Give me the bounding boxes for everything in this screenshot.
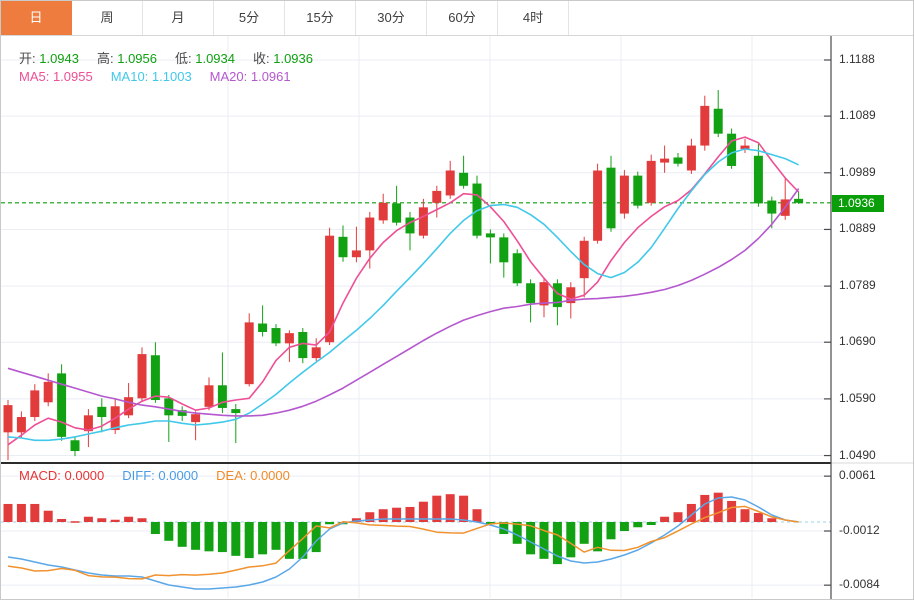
price-axis-label: 1.0590 [839, 390, 876, 405]
tab-15分[interactable]: 15分 [285, 1, 356, 35]
ma20-legend: MA20: 1.0961 [209, 69, 291, 84]
diff-legend: DIFF: 0.0000 [122, 468, 199, 483]
open-legend: 开: 1.0943 [19, 51, 79, 66]
timeframe-tabbar: 日周月 5分 15分 30分 60分 4时 [1, 1, 913, 36]
price-axis-label: 1.0989 [839, 164, 876, 179]
current-price-tag: 1.0936 [832, 194, 884, 212]
price-axis-label: 1.0690 [839, 334, 876, 349]
price-axis-label: 1.0490 [839, 447, 876, 462]
tab-30分[interactable]: 30分 [356, 1, 427, 35]
macd-axis-label: -0.0012 [839, 523, 880, 538]
ma5-legend: MA5: 1.0955 [19, 69, 93, 84]
tab-周[interactable]: 周 [72, 1, 143, 35]
macd-legend: MACD: 0.0000 DIFF: 0.0000 DEA: 0.0000 [19, 468, 308, 483]
high-legend: 高: 1.0956 [97, 51, 157, 66]
tab-5分[interactable]: 5分 [214, 1, 285, 35]
macd-axis-label: 0.0061 [839, 468, 876, 483]
tab-日[interactable]: 日 [1, 1, 72, 35]
tab-月[interactable]: 月 [143, 1, 214, 35]
ma-legend: MA5: 1.0955 MA10: 1.1003 MA20: 1.0961 [19, 69, 309, 84]
dea-legend: DEA: 0.0000 [216, 468, 290, 483]
price-axis-label: 1.0889 [839, 221, 876, 236]
price-axis-label: 1.0789 [839, 278, 876, 293]
price-axis-label: 1.1188 [839, 52, 875, 66]
close-legend: 收: 1.0936 [253, 51, 313, 66]
ohlc-legend: 开: 1.0943 高: 1.0956 低: 1.0934 收: 1.0936 [19, 48, 331, 67]
tab-60分[interactable]: 60分 [427, 1, 498, 35]
price-axis-label: 1.1089 [839, 108, 876, 123]
macd-legend: MACD: 0.0000 [19, 468, 105, 483]
tab-4时[interactable]: 4时 [498, 1, 569, 35]
macd-axis-label: -0.0084 [839, 577, 880, 592]
ma10-legend: MA10: 1.1003 [110, 69, 192, 84]
low-legend: 低: 1.0934 [175, 51, 235, 66]
